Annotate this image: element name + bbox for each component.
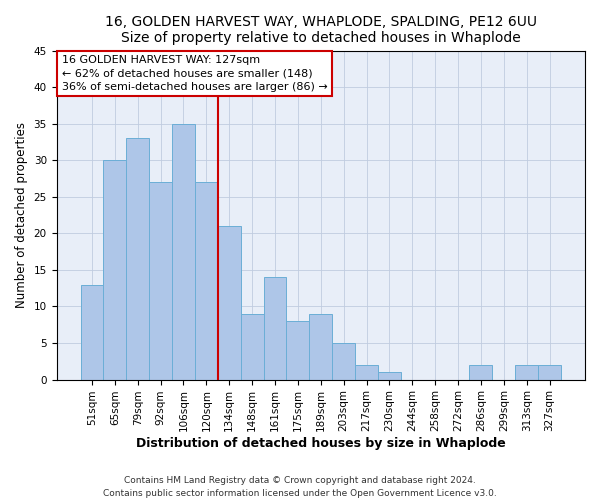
Bar [103,160,127,380]
Bar [332,343,355,380]
Bar [469,365,493,380]
Bar [515,365,538,380]
Bar [310,314,332,380]
Bar [263,277,286,380]
Y-axis label: Number of detached properties: Number of detached properties [15,122,28,308]
Bar [218,226,241,380]
Bar [241,314,263,380]
Text: Contains HM Land Registry data © Crown copyright and database right 2024.
Contai: Contains HM Land Registry data © Crown c… [103,476,497,498]
Bar [172,124,195,380]
Bar [127,138,149,380]
Bar [195,182,218,380]
Bar [538,365,561,380]
Bar [80,284,103,380]
Bar [149,182,172,380]
Title: 16, GOLDEN HARVEST WAY, WHAPLODE, SPALDING, PE12 6UU
Size of property relative t: 16, GOLDEN HARVEST WAY, WHAPLODE, SPALDI… [105,15,537,45]
X-axis label: Distribution of detached houses by size in Whaplode: Distribution of detached houses by size … [136,437,506,450]
Bar [286,321,310,380]
Bar [355,365,378,380]
Text: 16 GOLDEN HARVEST WAY: 127sqm
← 62% of detached houses are smaller (148)
36% of : 16 GOLDEN HARVEST WAY: 127sqm ← 62% of d… [62,56,328,92]
Bar [378,372,401,380]
